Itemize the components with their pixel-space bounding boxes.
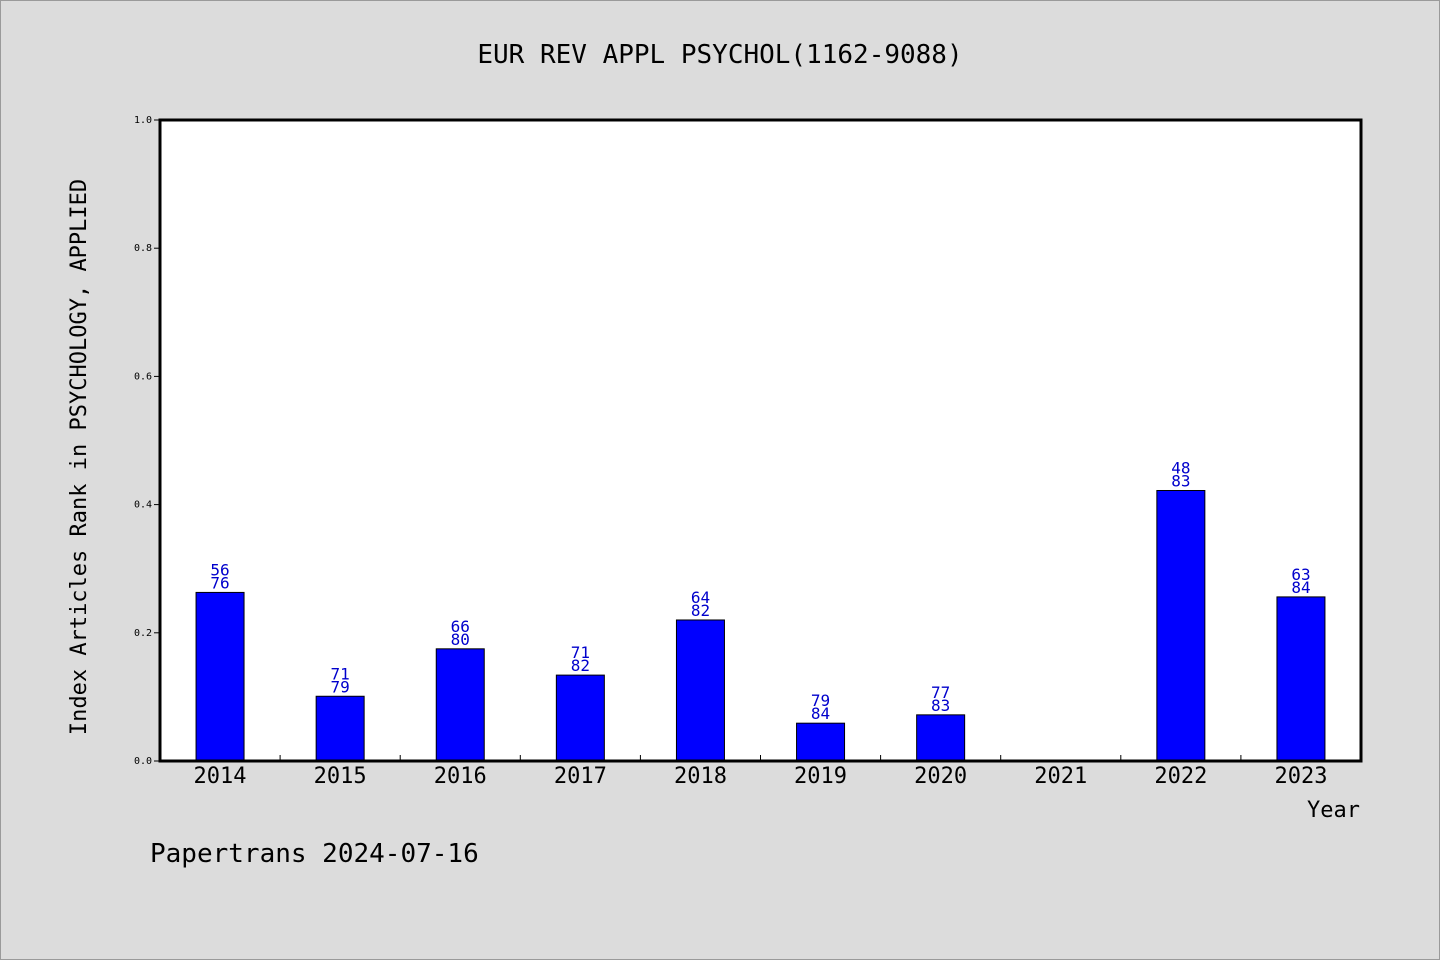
bar-label-total: 79 — [331, 677, 350, 696]
bar — [315, 695, 365, 762]
bar-label-total: 82 — [691, 601, 710, 620]
bar-label-rank: 48 — [1171, 458, 1190, 477]
y-tick-label: 0.2 — [134, 628, 152, 639]
bar — [916, 714, 966, 762]
x-axis-label: Year — [1307, 798, 1360, 823]
bar — [555, 674, 605, 762]
y-tick-label: 0.4 — [134, 500, 152, 511]
bar-label-rank: 71 — [571, 643, 590, 662]
bar-label-total: 84 — [811, 704, 830, 723]
x-tick-label: 2014 — [194, 764, 247, 789]
bar-label-rank: 77 — [931, 683, 950, 702]
plot-border — [158, 118, 1363, 763]
bar — [1156, 489, 1206, 762]
y-axis-ticks: 0.0 0.2 0.4 0.6 0.8 1.0 — [134, 115, 160, 767]
x-tick-label: 2016 — [434, 764, 487, 789]
y-axis-label: Index Articles Rank in PSYCHOLOGY, APPLI… — [67, 179, 92, 735]
y-tick-label: 1.0 — [134, 115, 152, 126]
bar — [796, 722, 846, 762]
y-tick-label: 0.8 — [134, 243, 152, 254]
x-tick-label: 2018 — [674, 764, 727, 789]
bars — [195, 489, 1326, 762]
footer-source-date: Papertrans 2024-07-16 — [150, 839, 479, 869]
bar — [435, 648, 485, 762]
bar-label-rank: 71 — [331, 664, 350, 683]
x-tick-label: 2022 — [1154, 764, 1207, 789]
x-tick-label: 2019 — [794, 764, 847, 789]
bar-label-rank: 64 — [691, 588, 710, 607]
bar-label-rank: 79 — [811, 691, 830, 710]
bar-label-total: 83 — [931, 696, 950, 715]
bar-label-rank: 56 — [210, 560, 229, 579]
x-tick-label: 2017 — [554, 764, 607, 789]
chart-title: EUR REV APPL PSYCHOL(1162-9088) — [477, 40, 962, 70]
x-tick-label: 2023 — [1274, 764, 1327, 789]
bar-label-rank: 66 — [451, 617, 470, 636]
bar-label-total: 82 — [571, 656, 590, 675]
y-tick-label: 0.0 — [134, 756, 152, 767]
bar-label-total: 76 — [210, 573, 229, 592]
bar — [1276, 596, 1326, 762]
x-tick-label: 2021 — [1034, 764, 1087, 789]
bar-label-total: 83 — [1171, 471, 1190, 490]
bar-label-total: 80 — [451, 630, 470, 649]
x-tick-label: 2020 — [914, 764, 967, 789]
x-tick-label: 2015 — [314, 764, 367, 789]
x-axis-ticks: 2014 2015 2016 2017 2018 2019 2020 2021 2022 2023 — [194, 755, 1327, 789]
y-tick-label: 0.6 — [134, 371, 152, 382]
bar-label-total: 84 — [1291, 578, 1310, 597]
bar — [675, 619, 725, 762]
bar — [195, 591, 245, 762]
bar-label-rank: 63 — [1291, 565, 1310, 584]
